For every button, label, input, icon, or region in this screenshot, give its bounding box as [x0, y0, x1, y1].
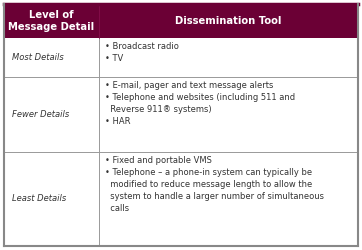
Bar: [4, 152, 358, 246]
Text: • Fixed and portable VMS
• Telephone – a phone-in system can typically be
  modi: • Fixed and portable VMS • Telephone – a…: [105, 156, 324, 213]
Text: Most Details: Most Details: [12, 53, 64, 62]
Text: Level of
Message Detail: Level of Message Detail: [8, 10, 94, 32]
Bar: [4, 77, 358, 152]
Text: Least Details: Least Details: [12, 194, 66, 203]
Text: • E-mail, pager and text message alerts
• Telephone and websites (including 511 : • E-mail, pager and text message alerts …: [105, 81, 295, 126]
Bar: [4, 38, 358, 77]
Bar: [4, 4, 358, 38]
Text: Dissemination Tool: Dissemination Tool: [175, 16, 282, 26]
Text: Fewer Details: Fewer Details: [12, 110, 69, 119]
Text: • Broadcast radio
• TV: • Broadcast radio • TV: [105, 42, 179, 64]
